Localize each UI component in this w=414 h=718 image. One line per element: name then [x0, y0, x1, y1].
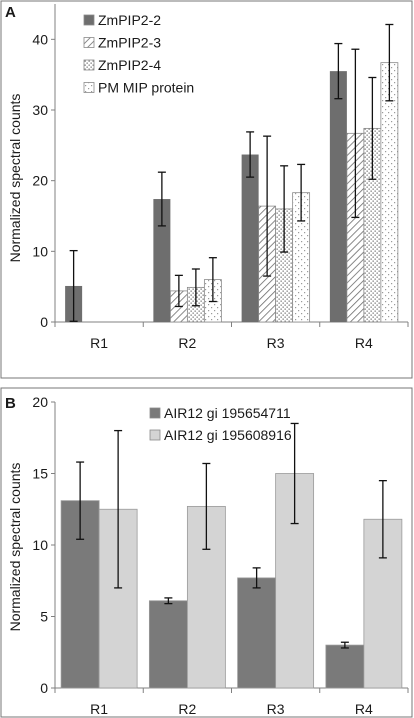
legend-swatch [83, 59, 95, 71]
panel-a-axes: 0 10 20 30 40 R1 R2 R3 R4 [32, 4, 409, 351]
panel-b-letter: B [5, 395, 16, 412]
y-tick-label: 30 [32, 102, 48, 118]
legend-swatch [149, 429, 161, 441]
x-tick-label: R3 [267, 701, 285, 717]
panel-b-legend: AIR12 gi 195654711 AIR12 gi 195608916 [149, 405, 292, 443]
y-tick-label: 40 [32, 31, 48, 47]
panel-a-letter: A [5, 4, 16, 21]
panel-a-bars [65, 62, 399, 323]
bar-air12-gi-195654711-r2 [148, 600, 188, 689]
legend-label: AIR12 gi 195608916 [164, 427, 292, 443]
y-tick-label: 20 [32, 173, 48, 189]
x-tick-label: R1 [90, 335, 108, 351]
x-tick-label: R1 [90, 701, 108, 717]
legend-swatch [149, 407, 161, 419]
legend-swatch [83, 37, 95, 48]
y-tick-label: 10 [32, 243, 48, 259]
legend-label: AIR12 gi 195654711 [164, 405, 291, 421]
panel-b: B Normalized spectral counts 0 5 10 15 20 R1 R… [0, 387, 413, 718]
panel-a-legend: ZmPIP2-2 ZmPIP2-3 ZmPIP2-4 PM MIP protein [83, 12, 194, 96]
panel-a: A Normalized spectral counts 0 10 20 30 40 R1… [0, 0, 413, 379]
x-tick-label: R2 [178, 335, 196, 351]
panel-b-y-axis-label: Normalized spectral counts [7, 463, 23, 632]
panel-a-error-bars [69, 23, 394, 322]
bar-air12-gi-195654711-r4 [325, 644, 365, 689]
bar-pm-mip-protein-r4 [380, 62, 399, 323]
legend-swatch [83, 82, 95, 93]
x-tick-label: R4 [355, 701, 373, 717]
bar-zmpip2-2-r4 [329, 71, 347, 322]
y-tick-label: 5 [40, 609, 48, 625]
legend-label: ZmPIP2-3 [98, 35, 161, 51]
bar-zmpip2-2-r2 [153, 199, 171, 322]
bar-air12-gi-195654711-r3 [237, 577, 277, 689]
x-tick-label: R3 [267, 335, 285, 351]
y-tick-label: 15 [32, 466, 48, 482]
y-tick-label: 0 [40, 314, 48, 330]
legend-label: ZmPIP2-4 [98, 57, 161, 73]
panel-a-y-axis-label: Normalized spectral counts [7, 94, 23, 263]
y-tick-label: 10 [32, 537, 48, 553]
panel-b-frame [0, 387, 413, 718]
y-tick-label: 0 [40, 680, 48, 696]
x-tick-label: R2 [178, 701, 196, 717]
x-tick-label: R4 [355, 335, 373, 351]
y-tick-label: 20 [32, 394, 48, 410]
panel-b-error-bars [76, 422, 387, 649]
panel-a-frame [0, 0, 413, 379]
legend-swatch [83, 14, 95, 26]
legend-label: PM MIP protein [98, 80, 194, 96]
bar-zmpip2-2-r3 [241, 154, 259, 322]
panel-b-bars [60, 473, 403, 689]
legend-label: ZmPIP2-2 [98, 12, 161, 28]
